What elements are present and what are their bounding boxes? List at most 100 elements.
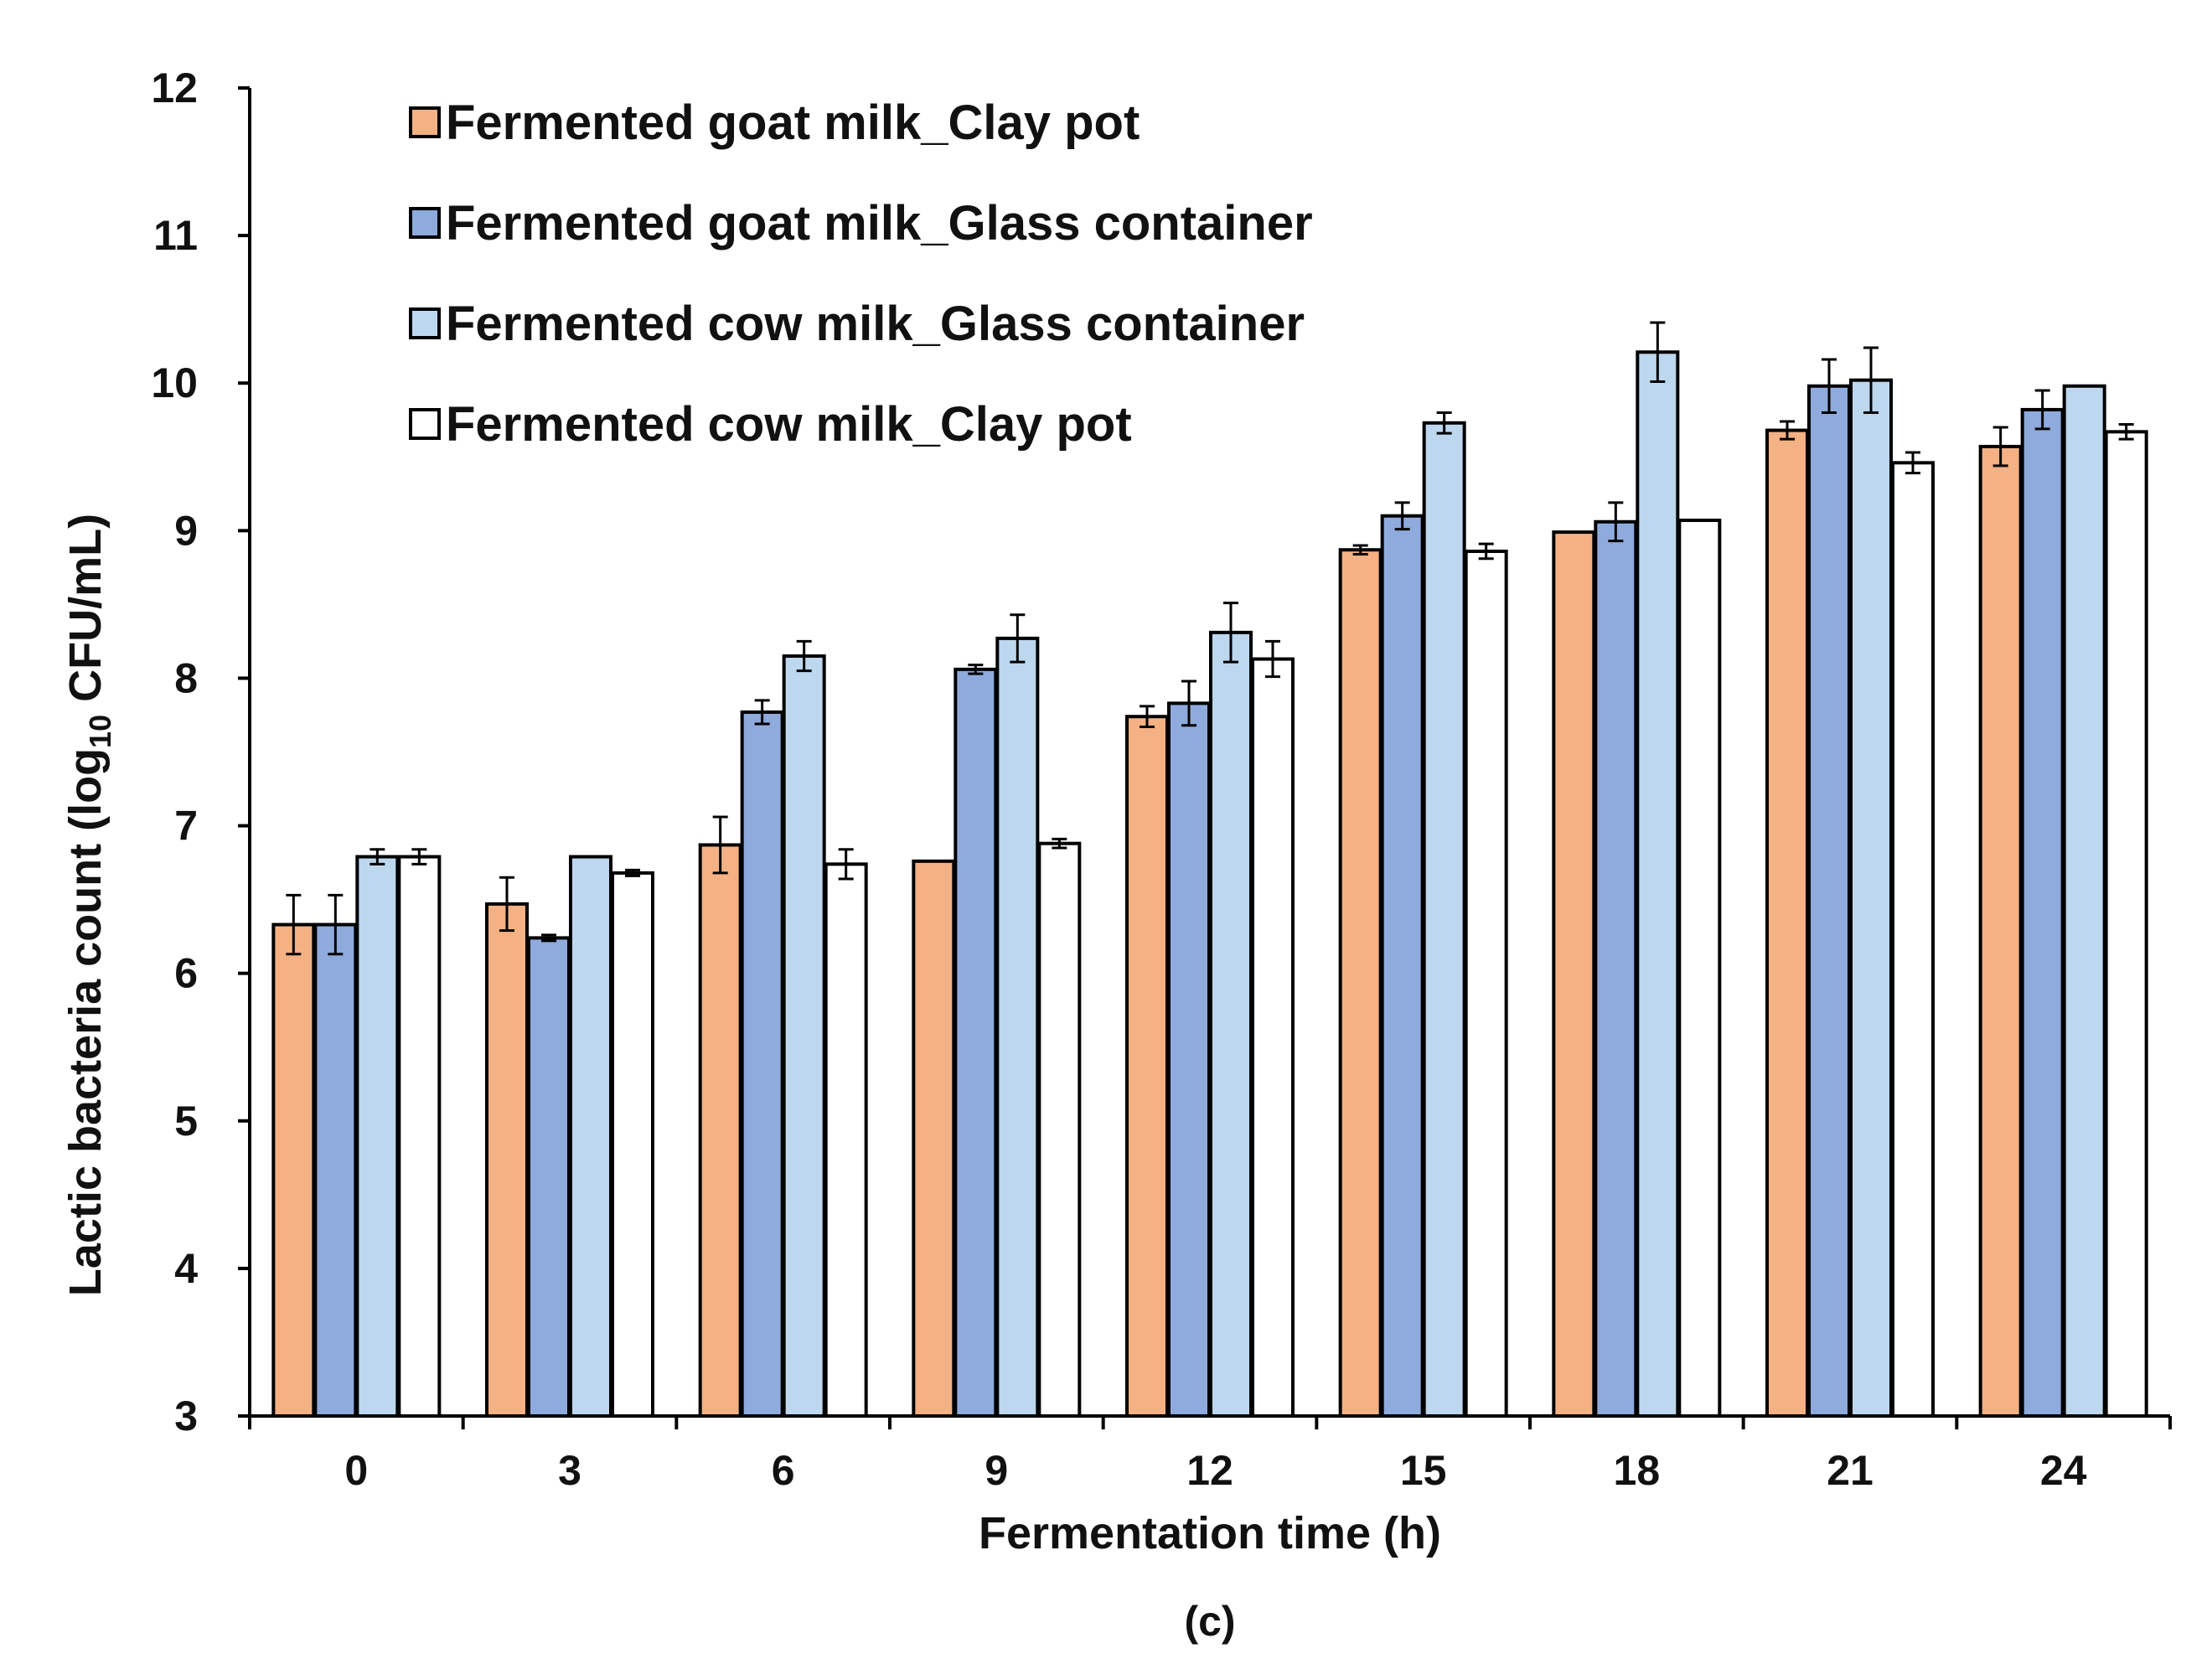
bar-4-15 xyxy=(1464,549,1508,1418)
bar-1-21 xyxy=(1765,428,1809,1418)
error-bar-2-12 xyxy=(1181,680,1196,727)
error-bar-2-0 xyxy=(328,893,344,956)
x-tick-label: 12 xyxy=(1186,1447,1233,1494)
bar-1-15 xyxy=(1338,548,1382,1418)
bar-1-12 xyxy=(1125,715,1169,1418)
error-bar-4-21 xyxy=(1905,451,1920,475)
error-bar-1-21 xyxy=(1780,420,1795,441)
legend: Fermented goat milk_Clay pot Fermented go… xyxy=(409,96,1313,452)
legend-item-1: Fermented goat milk_Clay pot xyxy=(409,96,1140,150)
y-tick-label: 11 xyxy=(153,212,198,259)
bar-1-9 xyxy=(912,859,956,1419)
bar-1-18 xyxy=(1552,530,1596,1418)
error-bar-3-9 xyxy=(1010,613,1026,664)
bar-4-3 xyxy=(611,871,654,1418)
error-bar-3-21 xyxy=(1863,346,1879,414)
legend-item-3: Fermented cow milk_Glass container xyxy=(409,297,1305,351)
y-tick-label: 6 xyxy=(174,950,198,997)
bar-4-21 xyxy=(1891,461,1935,1418)
bar-2-18 xyxy=(1594,519,1638,1418)
bar-3-9 xyxy=(995,636,1040,1418)
bar-3-12 xyxy=(1209,630,1253,1418)
bar-2-3 xyxy=(527,936,571,1418)
legend-item-2: Fermented goat milk_Glass container xyxy=(409,196,1313,251)
y-tick-label: 4 xyxy=(174,1245,198,1292)
error-bar-3-6 xyxy=(796,639,812,673)
error-bar-2-9 xyxy=(968,664,984,675)
y-tick-label: 9 xyxy=(174,507,198,554)
error-bar-4-24 xyxy=(2118,423,2134,441)
bar-2-0 xyxy=(313,922,358,1419)
error-bar-1-3 xyxy=(499,876,514,933)
legend-item-4: Fermented cow milk_Clay pot xyxy=(409,397,1132,452)
error-bar-group xyxy=(286,321,2134,956)
bar-3-15 xyxy=(1422,421,1466,1418)
x-tick-label: 15 xyxy=(1400,1447,1447,1494)
y-tick-label: 3 xyxy=(174,1393,198,1439)
x-axis-title: Fermentation time (h) xyxy=(979,1508,1441,1558)
error-bar-1-24 xyxy=(1992,426,2008,468)
bar-4-0 xyxy=(397,855,442,1418)
bar-3-0 xyxy=(355,855,400,1418)
error-bar-4-0 xyxy=(411,848,427,866)
error-bar-2-24 xyxy=(2034,389,2050,431)
x-axis-ticks: 0 3 6 9 12 15 18 21 24 xyxy=(248,1416,2172,1494)
bar-2-9 xyxy=(954,667,998,1418)
y-tick-label: 10 xyxy=(151,359,198,406)
error-bar-2-15 xyxy=(1394,501,1410,531)
y-tick-label: 7 xyxy=(174,803,198,850)
legend-swatch xyxy=(409,408,441,440)
x-tick-label: 21 xyxy=(1827,1447,1873,1494)
legend-label: Fermented goat milk_Glass container xyxy=(446,196,1313,251)
bar-2-21 xyxy=(1807,384,1851,1419)
bar-3-3 xyxy=(569,855,612,1418)
legend-swatch xyxy=(409,207,441,239)
x-tick-label: 0 xyxy=(344,1447,368,1494)
y-axis-title-unit: CFU/mL) xyxy=(60,514,111,715)
legend-label: Fermented cow milk_Clay pot xyxy=(446,397,1132,452)
error-bar-4-15 xyxy=(1478,542,1494,561)
y-tick-label: 12 xyxy=(151,65,198,111)
bar-1-24 xyxy=(1978,444,2023,1419)
error-bar-3-0 xyxy=(370,848,385,866)
bar-1-0 xyxy=(271,922,316,1419)
bar-4-24 xyxy=(2104,430,2148,1418)
y-tick-label: 5 xyxy=(174,1098,198,1145)
error-bar-4-9 xyxy=(1052,837,1067,850)
error-bar-2-18 xyxy=(1608,501,1624,543)
panel-label: (c) xyxy=(1184,1598,1235,1645)
error-bar-1-6 xyxy=(712,815,728,875)
bar-2-12 xyxy=(1167,701,1211,1418)
bar-4-9 xyxy=(1037,841,1082,1418)
legend-label: Fermented goat milk_Clay pot xyxy=(446,96,1140,150)
y-tick-label: 8 xyxy=(174,654,198,701)
x-tick-label: 6 xyxy=(772,1447,795,1494)
bar-3-24 xyxy=(2062,384,2106,1419)
x-tick-label: 3 xyxy=(558,1447,581,1494)
error-bar-2-3 xyxy=(541,933,556,943)
error-bar-3-15 xyxy=(1436,411,1452,435)
legend-swatch xyxy=(409,106,441,138)
x-tick-label: 18 xyxy=(1614,1447,1661,1494)
error-bar-4-12 xyxy=(1265,639,1280,679)
error-bar-3-12 xyxy=(1223,602,1238,664)
error-bar-1-15 xyxy=(1352,544,1368,556)
error-bar-1-0 xyxy=(286,893,302,956)
bar-4-18 xyxy=(1677,519,1722,1418)
bar-3-18 xyxy=(1636,350,1680,1418)
bar-3-6 xyxy=(782,654,826,1418)
bar-2-15 xyxy=(1380,514,1424,1419)
error-bar-2-21 xyxy=(1822,358,1837,414)
error-bar-1-12 xyxy=(1140,705,1155,729)
error-bar-4-6 xyxy=(838,848,854,881)
bar-group xyxy=(271,350,2148,1419)
y-axis-ticks: 3 4 5 6 7 8 9 10 11 12 xyxy=(151,65,250,1439)
bar-4-6 xyxy=(824,862,868,1419)
legend-swatch xyxy=(409,307,441,339)
legend-label: Fermented cow milk_Glass container xyxy=(446,297,1305,351)
y-axis-title-subscript: 10 xyxy=(83,715,117,748)
axes xyxy=(248,88,2170,1418)
x-tick-label: 24 xyxy=(2040,1447,2087,1494)
bar-1-6 xyxy=(698,843,742,1418)
